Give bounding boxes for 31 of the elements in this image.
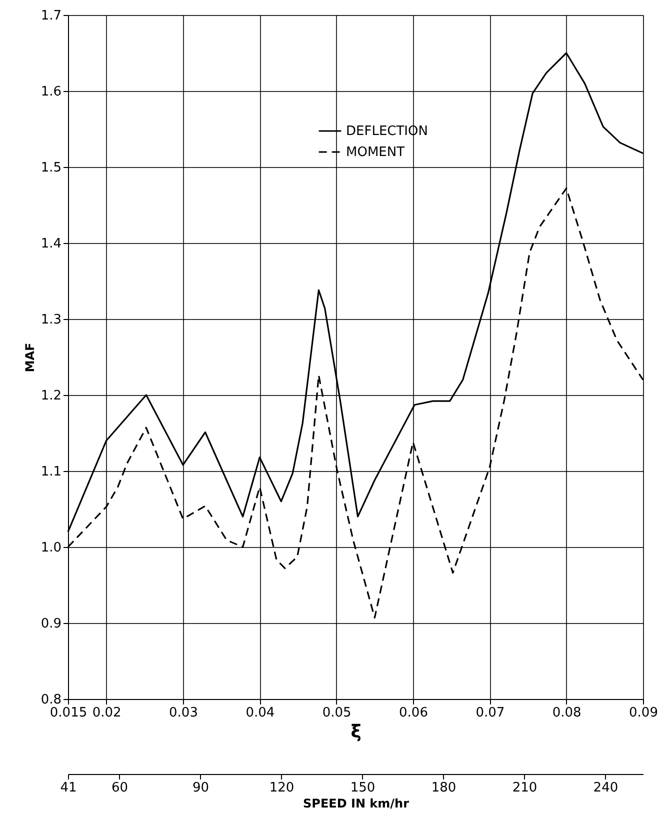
x-tick-label: 0.05: [322, 706, 352, 720]
x2-tick-label: 120: [269, 780, 294, 796]
x2-tick-label: 41: [60, 780, 77, 796]
y-tick-label: 1.3: [40, 312, 62, 328]
x-tick-label: 0.07: [476, 706, 505, 720]
x-tick-label: 0.015: [50, 706, 88, 720]
x-tick-label: 0.02: [92, 706, 122, 720]
y-tick-label: 1.0: [40, 540, 62, 556]
x-tick-label: 0.04: [246, 706, 275, 720]
y-tick-label: 1.5: [40, 160, 62, 176]
y-tick-label: 1.4: [40, 236, 62, 252]
x2-tick-label: 90: [192, 780, 210, 796]
y-tick-label: 0.9: [40, 616, 62, 632]
legend-label: MOMENT: [346, 145, 405, 160]
x2-tick-label: 60: [112, 780, 128, 796]
x-axis-title: ξ: [350, 722, 362, 742]
x-tick-label: 0.03: [169, 706, 198, 720]
x2-tick-label: 210: [512, 780, 538, 796]
x2-tick-label: 150: [350, 780, 376, 796]
y-tick-label: 1.1: [40, 464, 62, 480]
y-tick-label: 0.8: [40, 692, 62, 708]
x-tick-label: 0.09: [629, 706, 658, 720]
y-tick-label: 1.7: [40, 8, 62, 24]
x-tick-label: 0.08: [552, 706, 582, 720]
y-tick-label: 1.6: [40, 84, 62, 100]
x2-axis-title: SPEED IN km/hr: [303, 796, 410, 810]
x2-tick-label: 240: [593, 780, 618, 796]
x2-tick-label: 180: [431, 780, 456, 796]
y-axis-title: MAF: [22, 342, 37, 372]
x-tick-label: 0.06: [399, 706, 428, 720]
y-tick-label: 1.2: [40, 388, 62, 404]
